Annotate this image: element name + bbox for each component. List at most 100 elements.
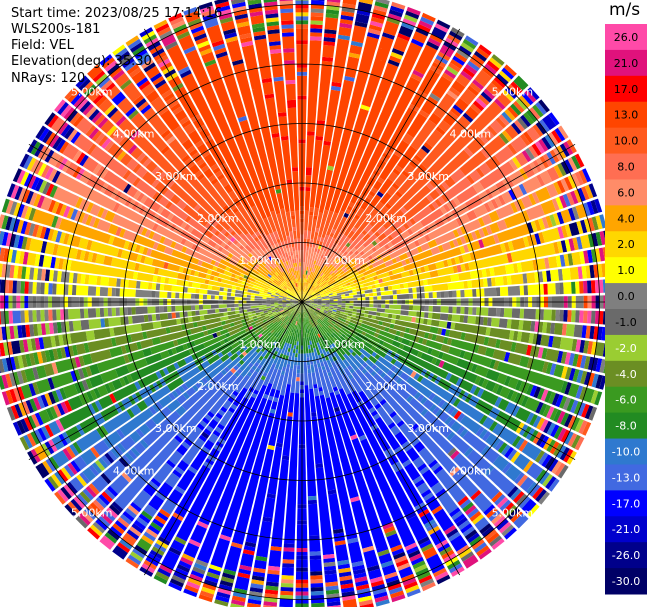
gate-run	[304, 290, 313, 300]
gate-run	[297, 282, 299, 287]
gate-run	[227, 311, 236, 316]
gate-run	[87, 505, 99, 517]
gate-run	[598, 311, 604, 325]
gate-run	[342, 0, 357, 6]
gate-run	[226, 296, 235, 300]
gate-run	[273, 248, 282, 261]
gate-run	[382, 401, 395, 415]
gate-run	[85, 378, 93, 390]
gate-run	[444, 177, 472, 201]
gate-run	[343, 353, 359, 371]
gate-run	[447, 281, 465, 290]
gate-run	[97, 207, 105, 218]
gate-run	[517, 198, 526, 210]
gate-run	[92, 499, 105, 512]
gate-run	[450, 59, 463, 70]
gate-run	[457, 495, 469, 506]
gate-run	[520, 114, 532, 128]
gate-run	[498, 114, 510, 126]
gate-run	[269, 315, 274, 319]
gate-run	[181, 437, 205, 466]
gate-run	[252, 315, 257, 319]
gate-run	[296, 304, 300, 308]
gate-run	[114, 437, 181, 510]
gate-run	[176, 331, 205, 346]
gate-run	[364, 341, 373, 349]
gate-run	[179, 311, 184, 318]
gate-run	[296, 282, 299, 287]
gate-run	[253, 34, 267, 41]
gate-run	[132, 271, 138, 280]
gate-run	[284, 315, 289, 320]
gate-run	[450, 273, 460, 282]
gate-run	[275, 347, 280, 352]
gate-run	[236, 350, 242, 356]
gate-run	[420, 408, 429, 417]
gate-run	[462, 501, 474, 513]
gate-run	[442, 361, 478, 384]
gate-run	[427, 37, 441, 47]
gate-run	[283, 307, 288, 310]
gate-run	[289, 231, 294, 244]
gate-run	[124, 60, 137, 72]
gate-run	[286, 283, 290, 287]
gate-run	[304, 304, 308, 308]
gate-run	[438, 320, 448, 329]
ray	[279, 0, 302, 302]
gate-run	[289, 259, 294, 268]
gate-run	[253, 559, 267, 570]
gate-run	[28, 310, 33, 323]
gate-run	[262, 393, 269, 400]
gate-run	[299, 309, 302, 330]
gate-run	[323, 89, 341, 142]
gate-run	[511, 237, 526, 251]
gate-run	[259, 289, 264, 293]
gate-run	[529, 484, 541, 497]
gate-run	[413, 373, 421, 381]
gate-run	[232, 591, 247, 599]
gate-run	[348, 354, 362, 369]
gate-run	[583, 371, 592, 386]
gate-run	[236, 368, 243, 375]
gate-run	[387, 13, 402, 21]
gate-run	[521, 498, 537, 515]
gate-run	[291, 280, 302, 302]
gate-run	[255, 321, 264, 327]
gate-run	[206, 571, 220, 580]
gate-run	[183, 287, 188, 293]
gate-run	[100, 369, 119, 384]
gate-run	[452, 229, 460, 238]
gate-run	[98, 494, 110, 506]
gate-run	[517, 394, 526, 406]
gate-run	[498, 318, 508, 329]
gate-run	[338, 236, 351, 252]
gate-run	[486, 60, 500, 72]
gate-run	[508, 189, 517, 201]
gate-run	[12, 421, 22, 436]
gate-run	[29, 267, 35, 280]
ray	[302, 64, 517, 302]
gate-run	[305, 175, 312, 188]
gate-run	[59, 387, 67, 400]
gate-run	[79, 250, 86, 261]
gate-run	[443, 203, 451, 213]
gate-run	[298, 317, 301, 334]
gate-run	[370, 370, 377, 377]
gate-run	[309, 305, 313, 308]
gate-run	[108, 277, 117, 287]
gate-run	[60, 321, 66, 333]
gate-run	[191, 310, 196, 316]
gate-run	[350, 40, 363, 48]
gate-run	[302, 302, 318, 321]
gate-run	[363, 313, 369, 318]
gate-run	[564, 159, 574, 173]
gate-run	[188, 317, 193, 323]
gate-run	[138, 245, 145, 254]
gate-run	[277, 328, 286, 340]
gate-run	[92, 217, 100, 229]
gate-run	[437, 266, 455, 277]
gate-run	[309, 555, 322, 560]
gate-run	[36, 310, 41, 322]
gate-run	[430, 348, 441, 358]
gate-run	[391, 414, 402, 425]
